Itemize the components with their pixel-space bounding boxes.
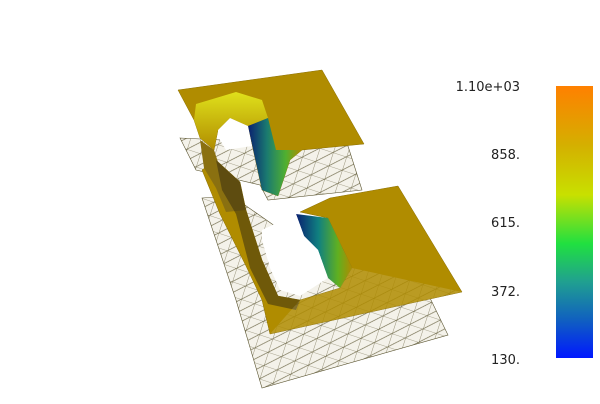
upper-trench-wall (248, 118, 302, 196)
trench-shadow (216, 160, 300, 310)
colorbar-label-upper: 858. (491, 148, 520, 163)
upper-highlight (194, 92, 268, 150)
colorbar-label-mid: 615. (491, 216, 520, 231)
colorbar-label-min: 130. (491, 353, 520, 368)
mesh-overlay-right (270, 268, 462, 334)
lower-trench-wall (296, 214, 352, 288)
colorbar-label-lower: 372. (491, 285, 520, 300)
upper-cutout (218, 118, 252, 150)
colorbar-label-max: 1.10e+03 (455, 80, 520, 95)
colorbar (556, 86, 593, 358)
lower-cutout (262, 214, 328, 296)
